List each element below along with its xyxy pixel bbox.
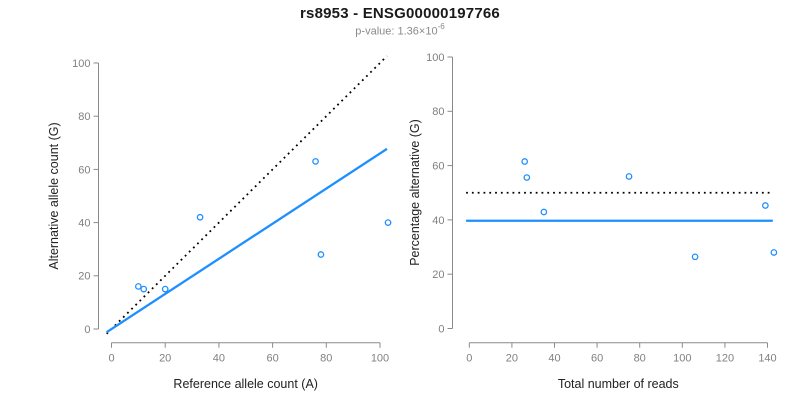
- left-y-axis-title: Alternative allele count (G): [47, 122, 61, 269]
- right-y-axis-title: Percentage alternative (G): [408, 119, 422, 266]
- y-tick-label: 60: [78, 164, 90, 176]
- x-tick-label: 100: [371, 353, 389, 365]
- data-point: [521, 158, 529, 165]
- y-tick-label: 40: [432, 215, 444, 227]
- x-tick-label: 60: [591, 353, 603, 365]
- left-x-axis-title: Reference allele count (A): [173, 377, 318, 391]
- data-point: [540, 208, 548, 216]
- y-tick-label: 0: [84, 324, 90, 336]
- right-plot: Total number of reads Percentage alterna…: [408, 52, 778, 391]
- x-tick-label: 80: [320, 353, 332, 365]
- data-point: [135, 283, 142, 290]
- data-point: [196, 213, 204, 221]
- data-point: [161, 285, 169, 293]
- figure-title: rs8953 - ENSG00000197766: [300, 5, 500, 22]
- x-tick-label: 20: [506, 353, 518, 365]
- data-point: [523, 174, 531, 181]
- data-point: [770, 249, 778, 256]
- data-point: [317, 251, 325, 258]
- x-tick-label: 40: [548, 353, 560, 365]
- x-tick-label: 0: [108, 353, 114, 365]
- right-x-axis-title: Total number of reads: [558, 377, 679, 391]
- y-tick-label: 100: [72, 58, 90, 70]
- x-tick-label: 120: [716, 353, 734, 365]
- x-tick-label: 20: [159, 353, 171, 365]
- x-tick-label: 140: [758, 353, 776, 365]
- figure-pvalue: p-value: 1.36×10-6: [0, 22, 800, 38]
- identity-line: [106, 55, 388, 335]
- data-point: [625, 173, 633, 180]
- y-tick-label: 20: [432, 269, 444, 281]
- y-tick-label: 60: [432, 160, 444, 172]
- y-tick-label: 80: [78, 111, 90, 123]
- y-tick-label: 80: [432, 106, 444, 118]
- x-tick-label: 100: [673, 353, 691, 365]
- y-tick-label: 40: [78, 217, 90, 229]
- pvalue-exponent: -6: [437, 22, 445, 31]
- left-plot: Reference allele count (A) Alternative a…: [47, 55, 392, 391]
- data-point: [312, 158, 319, 165]
- x-tick-label: 40: [213, 353, 225, 365]
- y-tick-label: 100: [426, 52, 444, 64]
- data-point: [762, 202, 769, 209]
- regression-line: [106, 147, 388, 334]
- y-tick-label: 20: [78, 271, 90, 283]
- data-point: [691, 253, 699, 261]
- pvalue-text: p-value: 1.36×10: [355, 25, 438, 38]
- data-point: [384, 219, 392, 226]
- y-tick-label: 0: [438, 323, 444, 335]
- x-tick-label: 0: [466, 353, 472, 365]
- x-tick-label: 80: [634, 353, 646, 365]
- x-tick-label: 60: [266, 353, 278, 365]
- data-point: [140, 285, 148, 293]
